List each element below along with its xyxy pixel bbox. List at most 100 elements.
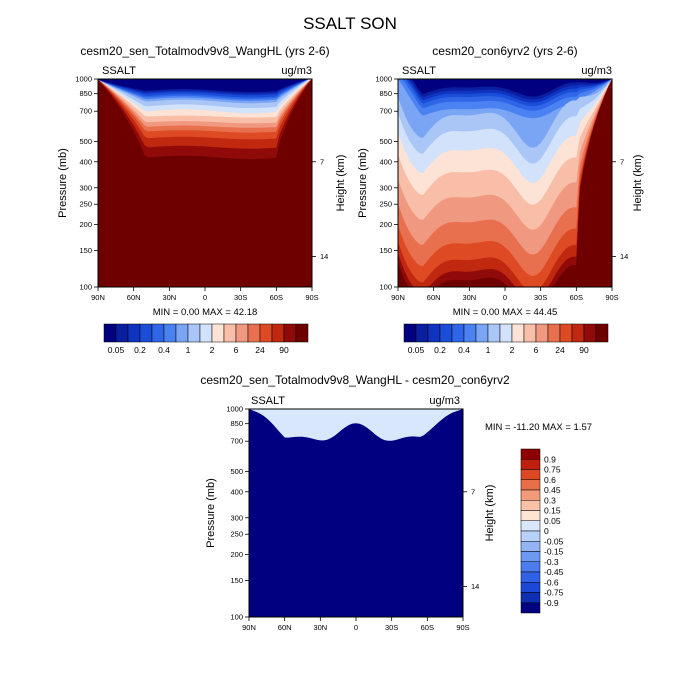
colorbar-label: 2	[210, 345, 215, 355]
panel-1-colorbar: 0.05 0.2 0.4 1 2 6 24 90	[103, 323, 309, 355]
panel-1-right-axis-label: Height (km)	[335, 155, 347, 212]
panel-2-colorbar: 0.05 0.2 0.4 1 2 6 24 90	[403, 323, 609, 355]
colorbar-label: 24	[555, 345, 565, 355]
y-tick-label: 300	[379, 183, 392, 192]
panel-2-plot-area: 100 150 200 250 300 400 500 700 850 1000 90N 60N 30N…	[375, 75, 628, 303]
colorbar-swatch	[559, 323, 573, 343]
colorbar-swatch	[247, 323, 261, 343]
y-tick-label: 1000	[75, 75, 92, 84]
colorbar-swatch	[520, 448, 541, 460]
panel-2-min-max: MIN = 0.00 MAX = 44.45	[453, 307, 558, 318]
colorbar-swatch	[520, 500, 541, 511]
colorbar-swatch	[475, 323, 489, 343]
colorbar-label: 0.05	[108, 345, 125, 355]
x-tick-label: 90S	[305, 293, 318, 302]
y-tick-label: 700	[230, 437, 243, 446]
colorbar-swatch	[520, 582, 541, 593]
x-tick-label: 30S	[534, 293, 547, 302]
colorbar-swatch	[520, 602, 541, 614]
colorbar-swatch	[115, 323, 129, 343]
colorbar-label: 0.4	[158, 345, 170, 355]
colorbar-swatch	[520, 510, 541, 521]
colorbar-swatch	[415, 323, 429, 343]
colorbar-label: 0	[544, 526, 549, 536]
colorbar-swatch	[499, 323, 513, 343]
x-tick-label: 60N	[427, 293, 441, 302]
colorbar-label: -0.6	[544, 577, 559, 587]
y-tick-label: 700	[79, 107, 92, 116]
panel-2: cesm20_con6yrv2 (yrs 2-6) SSALT ug/m3 10…	[357, 44, 644, 355]
colorbar-label: 0.2	[134, 345, 146, 355]
colorbar-swatch	[511, 323, 525, 343]
colorbar-swatch	[520, 551, 541, 562]
panel-3-plot-area: 100 150 200 250 300 400 500 700 850 1000 90N 60N 30N…	[226, 405, 479, 633]
colorbar-label: 90	[279, 345, 289, 355]
panel-3-units-label: ug/m3	[429, 395, 460, 407]
colorbar-swatch	[520, 479, 541, 491]
colorbar-swatch	[211, 323, 225, 343]
panel-2-units-label: ug/m3	[581, 65, 612, 77]
panel-1-plot-area: 100 150 200 250 300 400 500 700 850 1000 90N 60N 30N…	[75, 75, 328, 303]
colorbar-swatch	[520, 561, 541, 573]
colorbar-swatch	[520, 459, 541, 470]
y-tick-label: 200	[230, 550, 243, 559]
y-tick-label: 300	[79, 183, 92, 192]
colorbar-swatch	[520, 520, 541, 532]
colorbar-swatch	[427, 323, 441, 343]
y-tick-label: 850	[79, 89, 92, 98]
colorbar-swatch	[520, 469, 541, 480]
panel-3-min-max: MIN = -11.20 MAX = 1.57	[485, 422, 592, 433]
x-tick-label: 30N	[462, 293, 476, 302]
colorbar-label: 0.9	[544, 454, 556, 464]
panel-3-colorbar: 0.90.750.60.450.30.150.050-0.05-0.15-0.3…	[520, 448, 564, 614]
colorbar-label: 0.05	[408, 345, 425, 355]
colorbar-label: -0.9	[544, 598, 559, 608]
x-tick-label: 60S	[421, 623, 434, 632]
colorbar-label: 90	[579, 345, 589, 355]
panel-2-y-axis-label: Pressure (mb)	[357, 148, 369, 218]
figure-title: SSALT SON	[303, 14, 397, 33]
y-tick-label: 250	[379, 200, 392, 209]
x-tick-label: 60S	[270, 293, 283, 302]
x-tick-label: 0	[503, 293, 507, 302]
colorbar-swatch	[547, 323, 561, 343]
y-tick-label: 400	[230, 487, 243, 496]
panel-2-variable-label: SSALT	[402, 65, 436, 77]
x-tick-label: 90N	[242, 623, 256, 632]
y-tick-label: 250	[79, 200, 92, 209]
colorbar-swatch	[523, 323, 537, 343]
x-tick-label: 60N	[127, 293, 141, 302]
x-tick-label: 90S	[605, 293, 618, 302]
colorbar-label: 0.15	[544, 506, 561, 516]
panel-1: cesm20_sen_Totalmodv9v8_WangHL (yrs 2-6)…	[57, 44, 347, 355]
colorbar-swatch	[235, 323, 249, 343]
colorbar-swatch	[487, 323, 501, 343]
colorbar-label: -0.45	[544, 567, 564, 577]
y-tick-label: 200	[379, 220, 392, 229]
colorbar-label: 6	[534, 345, 539, 355]
contour-band	[398, 79, 612, 287]
y-tick-label: 100	[379, 283, 392, 292]
right-y-tick-label: 7	[320, 157, 324, 166]
y-tick-label: 400	[79, 157, 92, 166]
panel-3-y-axis-label: Pressure (mb)	[205, 478, 217, 548]
right-y-tick-label: 7	[620, 157, 624, 166]
x-tick-label: 90N	[91, 293, 105, 302]
y-tick-label: 150	[230, 576, 243, 585]
panel-3: cesm20_sen_Totalmodv9v8_WangHL - cesm20_…	[200, 373, 592, 632]
colorbar-swatch	[439, 323, 453, 343]
colorbar-swatch	[571, 323, 585, 343]
y-tick-label: 150	[79, 246, 92, 255]
colorbar-swatch	[283, 323, 297, 343]
y-tick-label: 300	[230, 513, 243, 522]
colorbar-swatch	[520, 489, 541, 501]
y-tick-label: 500	[230, 467, 243, 476]
panel-3-title: cesm20_sen_Totalmodv9v8_WangHL - cesm20_…	[200, 373, 510, 387]
panel-1-title: cesm20_sen_Totalmodv9v8_WangHL (yrs 2-6)	[80, 44, 329, 58]
colorbar-swatch	[127, 323, 141, 343]
right-y-tick-label: 14	[620, 252, 628, 261]
panel-2-right-axis-label: Height (km)	[632, 155, 644, 212]
colorbar-label: 0.05	[544, 516, 561, 526]
x-tick-label: 30N	[162, 293, 176, 302]
y-tick-label: 500	[379, 137, 392, 146]
